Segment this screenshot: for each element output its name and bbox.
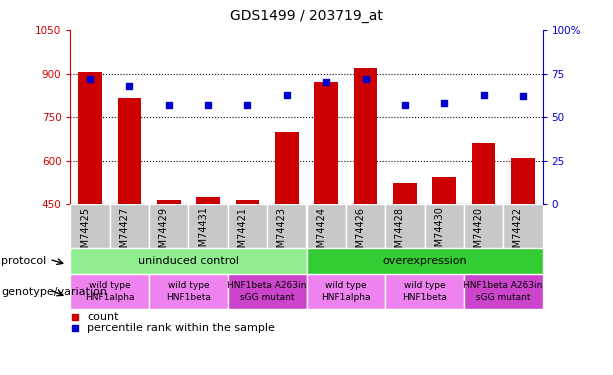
Bar (471, 143, 495, 204)
Text: GSM74428: GSM74428 (395, 207, 405, 260)
Text: overexpression: overexpression (382, 256, 467, 266)
Bar (354, 68, 377, 204)
Bar (228, 274, 306, 309)
Text: wild type
HNF1beta: wild type HNF1beta (402, 281, 447, 302)
Bar (306, 248, 543, 274)
Text: GSM74425: GSM74425 (80, 207, 90, 260)
Text: GSM74424: GSM74424 (316, 207, 326, 260)
Text: HNF1beta A263in
sGG mutant: HNF1beta A263in sGG mutant (463, 281, 543, 302)
Bar (464, 274, 543, 309)
Text: wild type
HNF1alpha: wild type HNF1alpha (321, 281, 371, 302)
Bar (275, 132, 299, 204)
Text: GSM74429: GSM74429 (159, 207, 169, 260)
Text: GSM74430: GSM74430 (434, 207, 444, 260)
Text: GSM74421: GSM74421 (237, 207, 248, 260)
Bar (70, 204, 110, 248)
Text: GSM74422: GSM74422 (513, 207, 523, 260)
Bar (314, 82, 338, 204)
Bar (424, 204, 464, 248)
Text: wild type
HNF1alpha: wild type HNF1alpha (85, 281, 135, 302)
Text: wild type
HNF1beta: wild type HNF1beta (166, 281, 211, 302)
Bar (157, 200, 181, 204)
Text: GSM74431: GSM74431 (198, 207, 208, 260)
Bar (511, 158, 535, 204)
Bar (267, 204, 306, 248)
Bar (70, 274, 149, 309)
Bar (70, 248, 306, 274)
Bar (149, 204, 189, 248)
Bar (385, 204, 424, 248)
Bar (78, 72, 102, 204)
Text: GDS1499 / 203719_at: GDS1499 / 203719_at (230, 9, 383, 23)
Bar (306, 274, 385, 309)
Bar (228, 204, 267, 248)
Bar (235, 200, 259, 204)
Bar (464, 204, 503, 248)
Bar (149, 274, 228, 309)
Bar (110, 204, 149, 248)
Text: genotype/variation: genotype/variation (1, 286, 107, 297)
Text: uninduced control: uninduced control (138, 256, 239, 266)
Bar (503, 204, 543, 248)
Bar (346, 204, 385, 248)
Bar (118, 98, 141, 204)
Bar (189, 204, 228, 248)
Text: GSM74427: GSM74427 (120, 207, 129, 260)
Text: protocol: protocol (1, 256, 47, 266)
Bar (393, 183, 417, 204)
Text: percentile rank within the sample: percentile rank within the sample (87, 323, 275, 333)
Text: count: count (87, 312, 118, 322)
Text: GSM74426: GSM74426 (356, 207, 365, 260)
Bar (432, 177, 456, 204)
Bar (306, 204, 346, 248)
Bar (196, 197, 220, 204)
Text: HNF1beta A263in
sGG mutant: HNF1beta A263in sGG mutant (227, 281, 307, 302)
Text: GSM74420: GSM74420 (473, 207, 484, 260)
Bar (385, 274, 464, 309)
Text: GSM74423: GSM74423 (277, 207, 287, 260)
